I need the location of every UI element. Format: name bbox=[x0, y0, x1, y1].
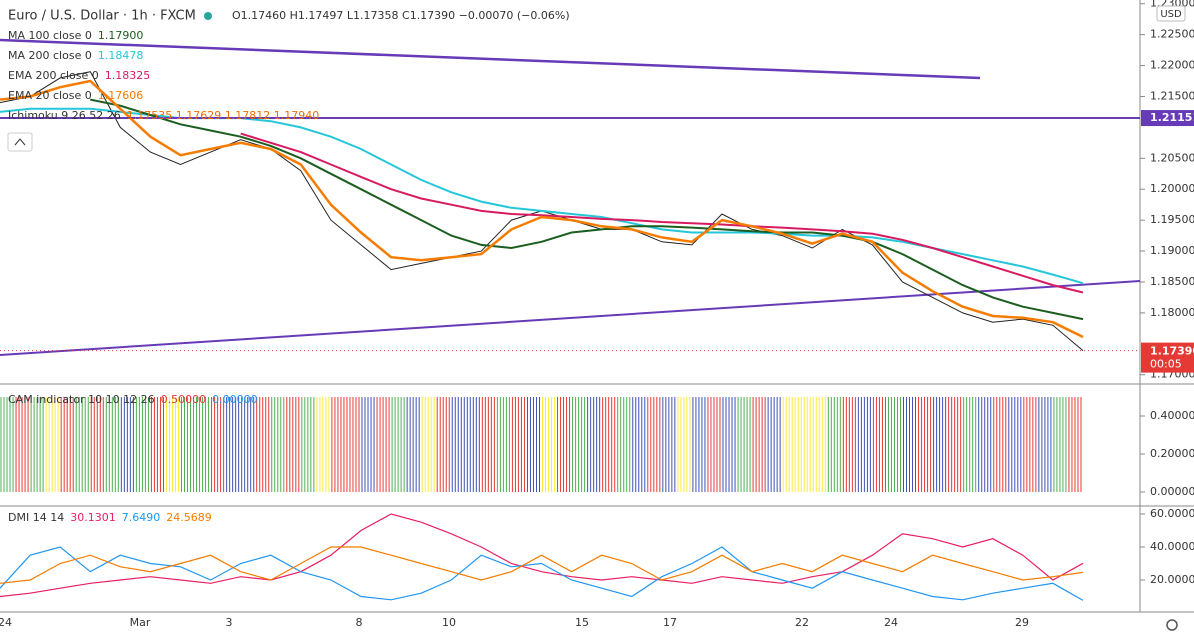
legend-value: 1.18478 bbox=[98, 49, 144, 62]
price-tick-label: 1.18000 bbox=[1150, 306, 1194, 319]
series-line bbox=[0, 546, 1084, 601]
time-label: 10 bbox=[442, 616, 456, 629]
legend-value: 1.17535 1.17629 1.17812 1.17940 bbox=[127, 109, 319, 122]
time-label: 3 bbox=[226, 616, 233, 629]
dmi-value: 30.1301 bbox=[70, 511, 116, 524]
time-label: Mar bbox=[130, 616, 151, 629]
series-line bbox=[90, 98, 1084, 321]
dmi-tick-label: 40.0000 bbox=[1150, 540, 1194, 553]
time-label: 8 bbox=[356, 616, 363, 629]
price-tick-label: 1.22000 bbox=[1150, 59, 1194, 72]
time-label: 15 bbox=[575, 616, 589, 629]
time-label: 17 bbox=[663, 616, 677, 629]
series-line bbox=[0, 79, 1084, 339]
price-tick-label: 1.22500 bbox=[1150, 28, 1194, 41]
dmi-tick-label: 20.0000 bbox=[1150, 573, 1194, 586]
legend-value: 1.17606 bbox=[98, 89, 144, 102]
legend-name: MA 100 close 0 bbox=[8, 29, 92, 42]
market-status bbox=[204, 12, 212, 20]
chevron-icon bbox=[14, 138, 26, 146]
countdown: 00:05 bbox=[1150, 358, 1182, 371]
legend-name: Ichimoku 9 26 52 26 bbox=[8, 109, 121, 122]
trend-line bbox=[0, 38, 981, 80]
currency: USD bbox=[1160, 9, 1182, 20]
dmi-value: 24.5689 bbox=[166, 511, 212, 524]
price-tick-label: 1.20500 bbox=[1150, 151, 1194, 164]
dmi-title: DMI 14 14 bbox=[8, 511, 64, 524]
dmi-value: 7.6490 bbox=[122, 511, 161, 524]
collapse-legend[interactable] bbox=[7, 132, 33, 152]
time-label: 24 bbox=[884, 616, 898, 629]
dmi-tick-label: 60.0000 bbox=[1150, 507, 1194, 520]
settings-icon[interactable] bbox=[1166, 619, 1178, 631]
legend-name: MA 200 close 0 bbox=[8, 49, 92, 62]
last-price-label: 1.17390 bbox=[1150, 345, 1194, 358]
price-tick-label: 1.19000 bbox=[1150, 244, 1194, 257]
last-price-bg bbox=[1141, 342, 1194, 373]
cam-param: 0.50000 bbox=[161, 393, 207, 406]
price-tick-label: 1.19500 bbox=[1150, 213, 1194, 226]
price-tick-label: 1.23000 bbox=[1150, 0, 1194, 10]
series-line bbox=[0, 546, 1084, 584]
time-label: 22 bbox=[795, 616, 809, 629]
time-label: 29 bbox=[1015, 616, 1029, 629]
legend-value: 1.18325 bbox=[105, 69, 151, 82]
price-tick-label: 1.18500 bbox=[1150, 275, 1194, 288]
series-line bbox=[240, 132, 1084, 294]
symbol-title: Euro / U.S. Dollar · 1h · FXCM bbox=[8, 9, 196, 24]
legend-name: EMA 200 close 0 bbox=[8, 69, 99, 82]
cam-tick-label: 0.20000 bbox=[1150, 447, 1194, 460]
legend-value: 1.17900 bbox=[98, 29, 144, 42]
level-label-bg bbox=[1141, 110, 1194, 127]
price-tick-label: 1.20000 bbox=[1150, 182, 1194, 195]
currency-box[interactable] bbox=[1156, 5, 1186, 22]
ohlc: O1.17460 H1.17497 L1.17358 C1.17390 −0.0… bbox=[232, 9, 570, 22]
cam-value: 0.00000 bbox=[212, 393, 258, 406]
price-tick-label: 1.21500 bbox=[1150, 89, 1194, 102]
cam-tick-label: 0.40000 bbox=[1150, 409, 1194, 422]
time-label: 24 bbox=[0, 616, 12, 629]
series-line bbox=[0, 513, 1084, 598]
cam-tick-label: 0.00000 bbox=[1150, 485, 1194, 498]
legend-name: EMA 20 close 0 bbox=[8, 89, 92, 102]
trend-line bbox=[0, 280, 1141, 356]
cam-title: CAM indicator 10 10 12 26 bbox=[8, 393, 155, 406]
